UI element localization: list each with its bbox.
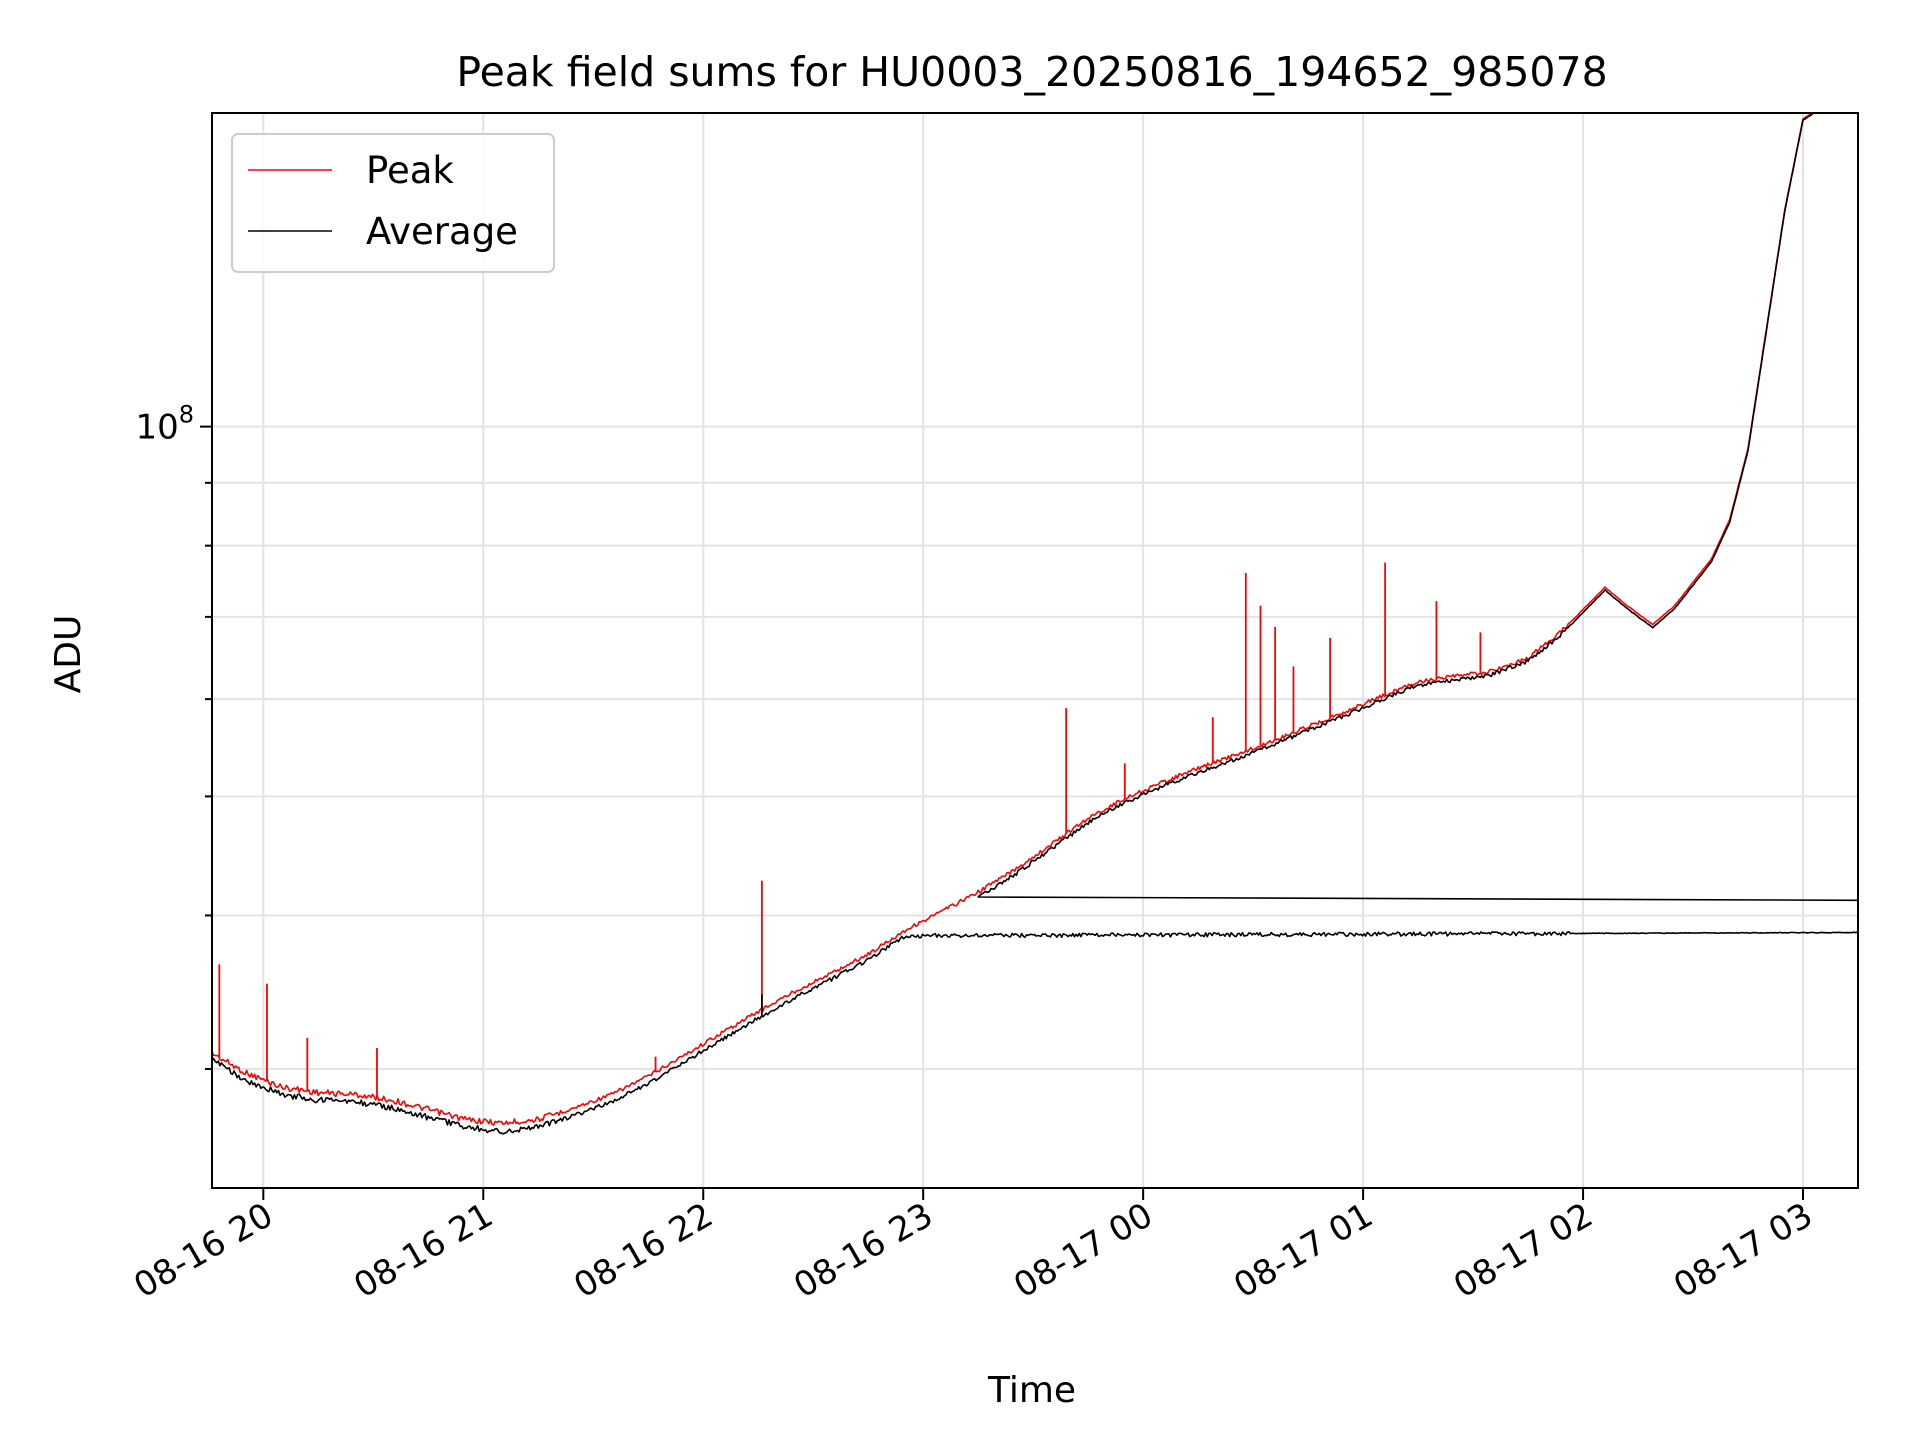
x-axis-label: Time bbox=[987, 1370, 1076, 1411]
legend: Peak Average bbox=[231, 133, 555, 273]
legend-box bbox=[231, 133, 555, 273]
legend-label-average: Average bbox=[366, 210, 518, 253]
y-tick-label: 108 bbox=[135, 401, 194, 448]
plot-area-frame bbox=[211, 112, 1859, 1189]
y-axis-label: ADU bbox=[48, 615, 89, 694]
legend-label-peak: Peak bbox=[366, 149, 454, 192]
chart-title: Peak field sums for HU0003_20250816_1946… bbox=[456, 48, 1607, 96]
series-lines bbox=[212, 113, 1858, 1135]
series-group bbox=[212, 113, 1858, 1135]
grid-lines bbox=[212, 113, 1858, 1188]
series-line-peak bbox=[212, 113, 1814, 1126]
series-line-average bbox=[212, 113, 1858, 1135]
